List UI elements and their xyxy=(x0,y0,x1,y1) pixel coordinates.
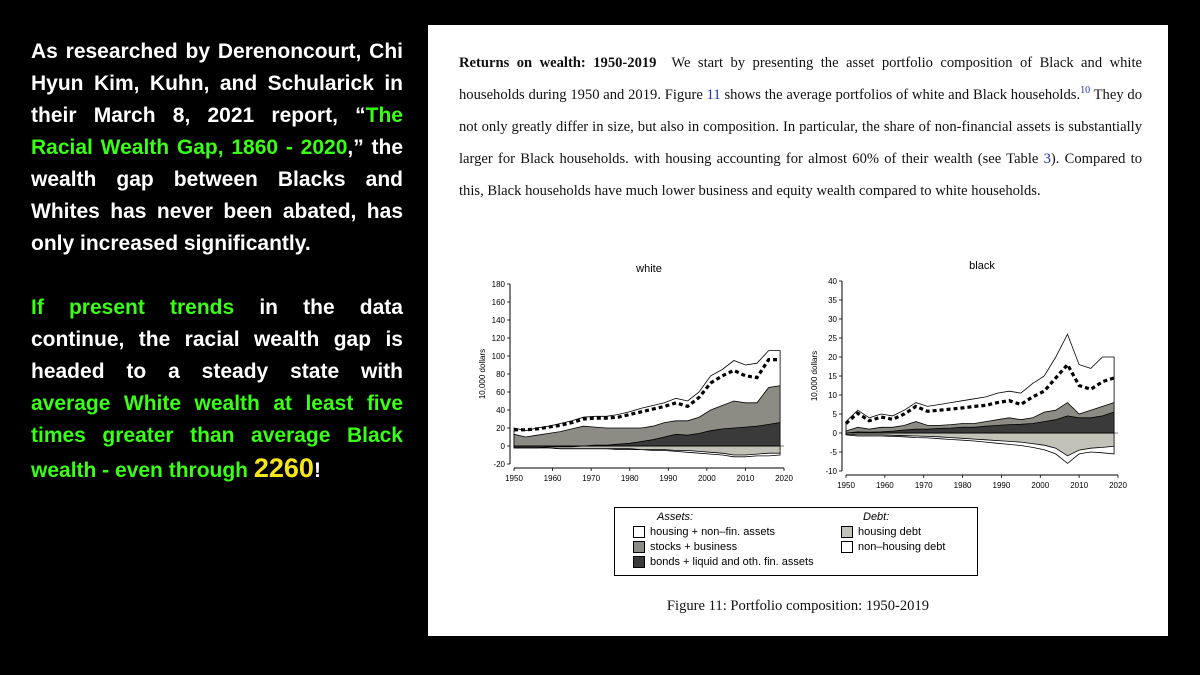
y-tick-label: -20 xyxy=(493,460,505,469)
slide-paragraph-1: As researched by Derenoncourt, Chi Hyun … xyxy=(31,36,403,260)
legend-swatch-housing-debt xyxy=(841,526,853,538)
panel-white: -20 0 20 40 60 80 100 120 140 160 180 1950 1960 1970 1… xyxy=(478,263,793,483)
x-tick-label: 1950 xyxy=(505,474,523,483)
y-tick-label: 60 xyxy=(496,388,505,397)
year-2260: 2260 xyxy=(253,453,314,483)
y-axis-label: 10,000 dollars xyxy=(478,349,487,399)
legend-debt-title: Debt: xyxy=(863,511,890,523)
y-tick-label: 15 xyxy=(828,372,837,381)
y-tick-label: 0 xyxy=(833,429,838,438)
p2-highlight-c: average White wealth at least five times… xyxy=(31,392,403,482)
area-bonds-liquid xyxy=(513,422,781,449)
legend-item-bonds-liquid: bonds + liquid and oth. fin. assets xyxy=(633,555,814,569)
y-tick-label: 120 xyxy=(492,334,506,343)
legend-label-bonds-liquid: bonds + liquid and oth. fin. assets xyxy=(650,556,814,568)
net-wealth-line xyxy=(844,361,1115,425)
area-housing-nonfin xyxy=(845,333,1115,434)
para-text-3: They do not only greatly differ in size,… xyxy=(459,87,1142,167)
figure-caption: Figure 11: Portfolio composition: 1950-2… xyxy=(666,598,930,614)
x-tick-label: 1990 xyxy=(993,481,1011,490)
chart-legend: Assets: Debt: housing + non–fin. assets … xyxy=(614,507,978,576)
legend-item-stocks-business: stocks + business xyxy=(633,540,737,554)
legend-swatch-bonds-liquid xyxy=(633,556,645,568)
x-tick-label: 1980 xyxy=(954,481,972,490)
legend-swatch-stocks-business xyxy=(633,541,645,553)
y-tick-label: 40 xyxy=(828,277,837,286)
y-axis-label: 10,000 dollars xyxy=(810,351,819,401)
y-tick-label: 20 xyxy=(828,353,837,362)
table-reference-link[interactable]: 3 xyxy=(1043,151,1051,167)
area-bonds-liquid xyxy=(845,411,1115,434)
x-tick-label: 2000 xyxy=(1031,481,1049,490)
net-wealth-line xyxy=(514,358,781,432)
p2-text-b: in the data continue, the racial wealth … xyxy=(31,296,403,383)
x-tick-label: 1970 xyxy=(582,474,600,483)
chart-title: black xyxy=(969,260,995,272)
legend-item-housing-debt: housing debt xyxy=(841,525,921,539)
y-tick-label: 5 xyxy=(833,410,838,419)
legend-label-nonhousing-debt: non–housing debt xyxy=(858,541,946,553)
para-text-2: shows the average portfolios of white an… xyxy=(720,87,1081,103)
chart-title: white xyxy=(635,263,662,275)
x-tick-label: 1990 xyxy=(659,474,677,483)
x-tick-label: 1960 xyxy=(876,481,894,490)
y-tick-label: 140 xyxy=(492,316,506,325)
y-tick-label: 35 xyxy=(828,296,837,305)
y-tick-label: 180 xyxy=(492,280,506,289)
y-tick-label: 25 xyxy=(828,334,837,343)
p1-text-a: As researched by Derenoncourt, Chi Hyun … xyxy=(31,40,403,127)
legend-label-stocks-business: stocks + business xyxy=(650,541,738,553)
y-tick-label: 40 xyxy=(496,406,505,415)
y-tick-label: -10 xyxy=(825,467,837,476)
y-tick-label: 0 xyxy=(501,442,506,451)
legend-item-housing-nonfin: housing + non–fin. assets xyxy=(633,525,775,539)
legend-item-nonhousing-debt: non–housing debt xyxy=(841,540,945,554)
y-tick-label: 20 xyxy=(496,424,505,433)
slide-commentary: As researched by Derenoncourt, Chi Hyun … xyxy=(31,36,403,487)
x-tick-label: 1980 xyxy=(621,474,639,483)
legend-label-housing-nonfin: housing + non–fin. assets xyxy=(650,526,776,538)
x-tick-label: 2010 xyxy=(1070,481,1088,490)
report-title-link[interactable]: The Racial Wealth Gap, 1860 - 2020 xyxy=(31,104,403,159)
paper-excerpt: Returns on wealth: 1950-2019 We start by… xyxy=(428,25,1168,636)
legend-swatch-nonhousing-debt xyxy=(841,541,853,553)
p2-highlight-a: If present trends xyxy=(31,296,235,319)
x-tick-label: 1960 xyxy=(544,474,562,483)
x-tick-label: 1970 xyxy=(915,481,933,490)
para-text-1: We start by presenting the asset portfol… xyxy=(459,55,1143,103)
y-tick-label: 30 xyxy=(828,315,837,324)
p2-end: ! xyxy=(313,459,321,482)
x-tick-label: 1950 xyxy=(837,481,855,490)
figure-reference-link[interactable]: 11 xyxy=(706,87,721,103)
x-tick-label: 2010 xyxy=(737,474,755,483)
y-tick-label: 80 xyxy=(496,370,505,379)
area-housing-debt xyxy=(845,432,1115,457)
section-heading: Returns on wealth: 1950-2019 xyxy=(459,55,657,71)
x-tick-label: 2020 xyxy=(775,474,793,483)
footnote-link[interactable]: 10 xyxy=(1080,85,1091,97)
slide-paragraph-2: If present trends in the data continue, … xyxy=(31,292,403,487)
para-text-4: ). Compared to this, Black households ha… xyxy=(459,151,1143,199)
y-tick-label: 160 xyxy=(492,298,506,307)
y-tick-label: 10 xyxy=(828,391,837,400)
y-tick-label: 100 xyxy=(492,352,506,361)
x-tick-label: 2020 xyxy=(1109,481,1127,490)
legend-label-housing-debt: housing debt xyxy=(858,526,921,538)
legend-swatch-housing-nonfin xyxy=(633,526,645,538)
paper-paragraph: Returns on wealth: 1950-2019 We start by… xyxy=(459,47,1142,207)
x-tick-label: 2000 xyxy=(698,474,716,483)
y-tick-label: -5 xyxy=(830,448,838,457)
p1-text-b: ,” the wealth gap between Blacks and Whi… xyxy=(31,136,403,255)
panel-black: -10 -5 0 5 10 15 20 25 30 35 40 1950 1960 1970 1980 199… xyxy=(810,260,1127,490)
area-housing-debt xyxy=(513,445,781,456)
legend-assets-title: Assets: xyxy=(657,511,694,523)
